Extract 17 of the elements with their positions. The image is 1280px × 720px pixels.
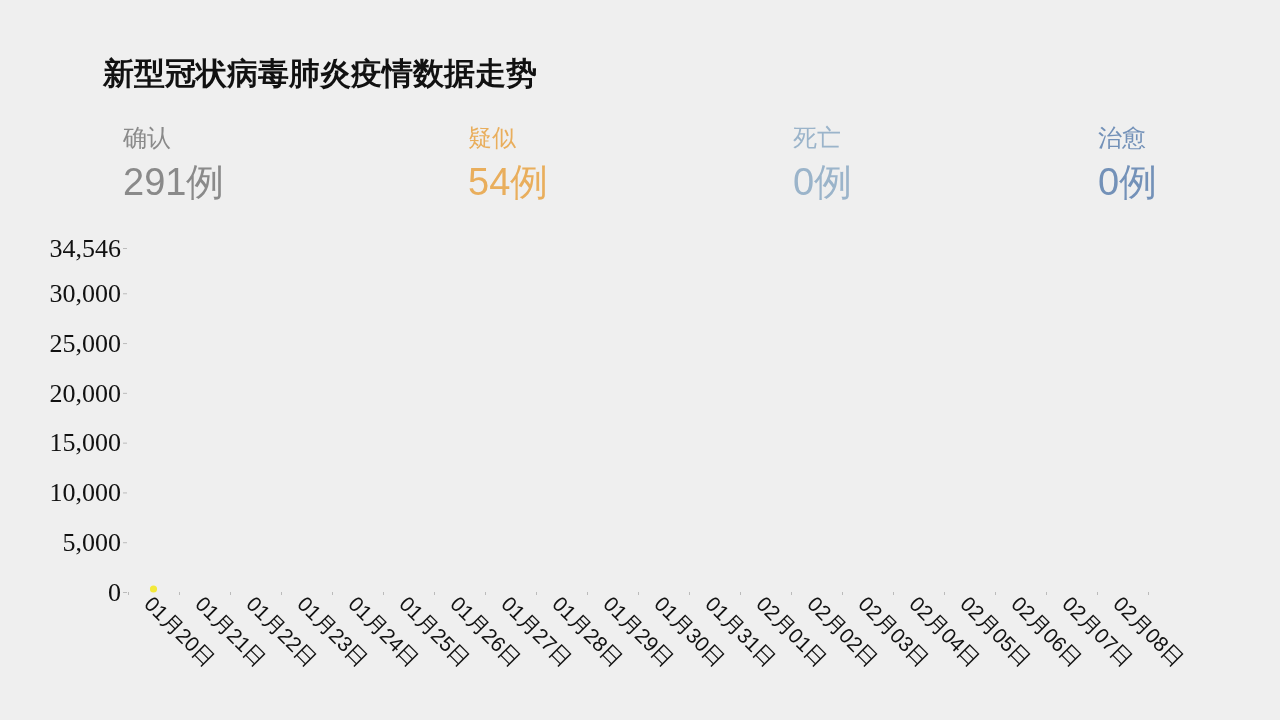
text: 291例: [123, 161, 225, 203]
text: 新型冠状病毒肺炎疫情数据走势: [102, 56, 537, 91]
text: 0例: [1098, 161, 1158, 203]
category-label: 死亡: [793, 124, 841, 151]
y-tick-label: 34,546: [49, 233, 121, 263]
category-label: 治愈: [1098, 124, 1146, 151]
category-label: 确认: [122, 124, 171, 151]
y-tick-label: 0: [108, 577, 121, 607]
y-tick-label: 25,000: [49, 328, 121, 358]
category-label: 疑似: [468, 124, 517, 151]
text: 0例: [793, 161, 853, 203]
y-tick-label: 10,000: [49, 478, 121, 508]
y-tick-label: 30,000: [49, 279, 121, 309]
y-tick-label: 20,000: [49, 378, 121, 408]
y-tick-label: 5,000: [62, 528, 121, 558]
text: 54例: [468, 161, 549, 203]
y-tick-label: 15,000: [49, 428, 121, 458]
